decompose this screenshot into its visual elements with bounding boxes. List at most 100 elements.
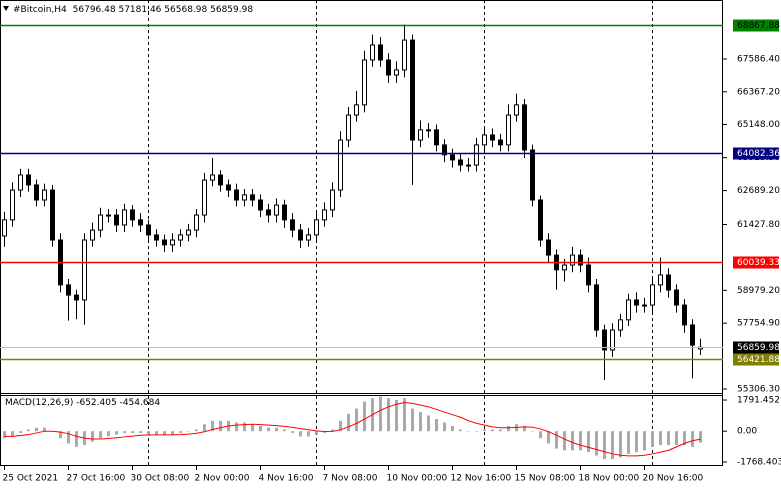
- candle-body: [10, 189, 15, 221]
- macd-bar: [115, 431, 118, 435]
- candle-body: [402, 39, 407, 71]
- y-tick-label: 67586.40: [737, 54, 780, 64]
- candle-body: [346, 114, 351, 141]
- macd-bar: [291, 431, 294, 433]
- macd-bar: [467, 431, 470, 432]
- signal-line: [4, 401, 701, 457]
- signal-value: -454.684: [120, 398, 161, 408]
- candle-body: [226, 184, 231, 191]
- macd-bar: [67, 431, 70, 444]
- level-label: 56421.88: [737, 355, 780, 365]
- macd-bar: [691, 431, 694, 447]
- macd-bar: [107, 431, 110, 437]
- macd-bar: [387, 398, 390, 432]
- macd-bar: [539, 431, 542, 439]
- candle-body: [234, 189, 239, 201]
- candle-body: [386, 59, 391, 76]
- candle-body: [506, 114, 511, 146]
- candle-body: [194, 214, 199, 231]
- y-tick-label: 66367.20: [737, 87, 780, 97]
- macd-bar: [427, 415, 430, 432]
- macd-bar: [219, 420, 222, 432]
- candle-body: [50, 189, 55, 241]
- candle-body: [2, 219, 7, 237]
- macd-bar: [355, 408, 358, 432]
- level-label-box: [733, 19, 779, 32]
- candle-body: [146, 224, 151, 236]
- candle-body: [90, 229, 95, 241]
- y-tick-label: 57754.90: [737, 319, 780, 329]
- x-tick-label: 25 Oct 2021: [3, 474, 59, 484]
- macd-bar: [443, 422, 446, 432]
- macd-bar: [667, 431, 670, 446]
- candle-body: [34, 184, 39, 201]
- candle-body: [522, 104, 527, 151]
- macd-bar: [123, 431, 126, 433]
- candle-body: [514, 104, 519, 116]
- candle-body: [538, 199, 543, 241]
- candle-body: [530, 149, 535, 201]
- macd-bar: [347, 413, 350, 432]
- macd-bar: [475, 431, 478, 432]
- candle-body: [410, 39, 415, 141]
- macd-bar: [587, 431, 590, 453]
- macd-bar: [59, 431, 62, 439]
- macd-bar: [267, 427, 270, 432]
- level-label: 64082.36: [737, 149, 780, 159]
- macd-bar: [99, 431, 102, 439]
- candle-body: [114, 214, 119, 226]
- chart-header: #Bitcoin,H4 56796.48 57181.46 56568.98 5…: [13, 5, 253, 15]
- macd-bar: [491, 429, 494, 432]
- macd-bar: [419, 412, 422, 432]
- macd-bar: [155, 431, 158, 435]
- x-tick-label: 18 Nov 00:00: [579, 474, 640, 484]
- macd-title: MACD(12,26,9): [5, 398, 73, 408]
- candle-body: [578, 254, 583, 266]
- candle-body: [274, 204, 279, 216]
- candle-body: [186, 229, 191, 236]
- candle-body: [138, 219, 143, 226]
- macd-bar: [299, 431, 302, 437]
- macd-bar: [643, 431, 646, 451]
- macd-bar: [507, 425, 510, 432]
- macd-bar: [211, 420, 214, 432]
- candle-body: [466, 164, 471, 167]
- macd-bar: [547, 431, 550, 444]
- level-label: 60039.33: [737, 258, 780, 268]
- open-value: 56796.48: [73, 5, 116, 15]
- macd-bar: [259, 425, 262, 432]
- macd-bar: [323, 431, 326, 433]
- candle-body: [258, 199, 263, 211]
- candle-body: [562, 264, 567, 271]
- candle-body: [498, 139, 503, 146]
- candle-body: [642, 304, 647, 307]
- candle-body: [314, 219, 319, 236]
- macd-bar: [315, 431, 318, 435]
- candle-body: [666, 274, 671, 291]
- x-tick-label: 10 Nov 00:00: [387, 474, 448, 484]
- candle-body: [250, 194, 255, 201]
- candle-body: [178, 234, 183, 241]
- x-tick-label: 27 Oct 16:00: [67, 474, 126, 484]
- candle-body: [586, 264, 591, 286]
- candle-body: [602, 329, 607, 351]
- candle-body: [242, 194, 247, 201]
- candle-body: [98, 214, 103, 231]
- candle-body: [490, 134, 495, 141]
- candle-body: [634, 299, 639, 306]
- x-tick-label: 12 Nov 16:00: [451, 474, 512, 484]
- x-tick-label: 2 Nov 00:00: [195, 474, 250, 484]
- macd-bar: [171, 431, 174, 435]
- macd-bar: [331, 429, 334, 432]
- candle-body: [42, 189, 47, 201]
- frame: [0, 0, 723, 466]
- menu-arrow[interactable]: [3, 6, 9, 11]
- candle-body: [354, 104, 359, 116]
- macd-bar: [379, 396, 382, 432]
- macd-bar: [651, 431, 654, 447]
- candle-body: [658, 274, 663, 286]
- macd-bar: [563, 431, 566, 451]
- y-tick-label: 65148.00: [737, 120, 780, 130]
- candle-body: [74, 294, 79, 301]
